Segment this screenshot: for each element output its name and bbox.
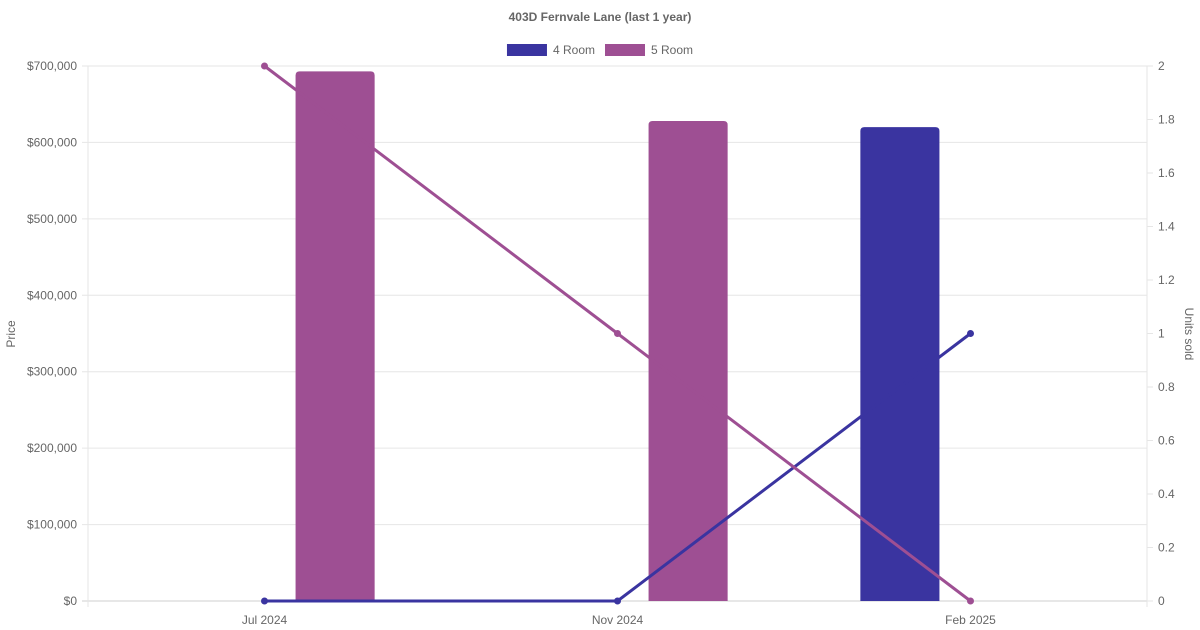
right-tick-label: 2 — [1158, 59, 1165, 73]
left-tick-label: $400,000 — [27, 288, 77, 302]
left-tick-label: $200,000 — [27, 441, 77, 455]
left-tick-label: $600,000 — [27, 135, 77, 149]
left-axis-title: Price — [4, 320, 18, 348]
legend-swatch — [506, 44, 547, 56]
right-axis-title: Units sold — [1182, 308, 1196, 361]
right-tick-label: 1 — [1158, 327, 1165, 341]
left-tick-label: $500,000 — [27, 212, 77, 226]
legend-item[interactable]: 5 Room — [605, 43, 693, 57]
legend-swatch — [605, 44, 645, 56]
bar — [648, 121, 728, 602]
point — [614, 330, 621, 337]
legend-label: 5 Room — [651, 43, 693, 57]
legend-label: 4 Room — [553, 43, 595, 57]
right-axis: 0 0.2 0.4 0.6 0.8 1 1.2 1.4 1.6 1.8 2 — [1147, 59, 1175, 608]
point — [261, 62, 268, 70]
right-tick-label: 0.6 — [1158, 434, 1175, 448]
left-tick-label: $700,000 — [27, 59, 77, 73]
x-tick-label: Jul 2024 — [242, 613, 288, 627]
right-tick-label: 0 — [1158, 594, 1165, 608]
right-tick-label: 0.2 — [1158, 541, 1175, 555]
x-axis: Jul 2024 Nov 2024 Feb 2025 — [242, 613, 996, 627]
left-tick-label: $0 — [64, 594, 78, 608]
x-tick-label: Feb 2025 — [945, 613, 996, 627]
bar — [295, 71, 375, 602]
point — [261, 597, 268, 605]
right-tick-label: 1.2 — [1158, 273, 1175, 287]
right-tick-label: 1.8 — [1158, 113, 1175, 127]
left-tick-label: $100,000 — [27, 518, 77, 532]
bars — [295, 71, 940, 602]
chart-title: 403D Fernvale Lane (last 1 year) — [509, 10, 692, 24]
legend: 4 Room 5 Room — [506, 43, 693, 57]
grid — [82, 65, 1148, 607]
right-tick-label: 0.8 — [1158, 380, 1175, 394]
bar — [860, 127, 940, 602]
left-axis: $0 $100,000 $200,000 $300,000 $400,000 $500,0… — [27, 59, 77, 608]
left-tick-label: $300,000 — [27, 365, 77, 379]
x-tick-label: Nov 2024 — [592, 613, 644, 627]
point — [614, 597, 621, 605]
right-tick-label: 1.4 — [1158, 220, 1175, 234]
right-tick-label: 1.6 — [1158, 166, 1175, 180]
point — [967, 330, 974, 337]
right-tick-label: 0.4 — [1158, 487, 1175, 501]
point — [967, 597, 974, 605]
lines — [261, 62, 974, 605]
legend-item[interactable]: 4 Room — [506, 43, 595, 57]
